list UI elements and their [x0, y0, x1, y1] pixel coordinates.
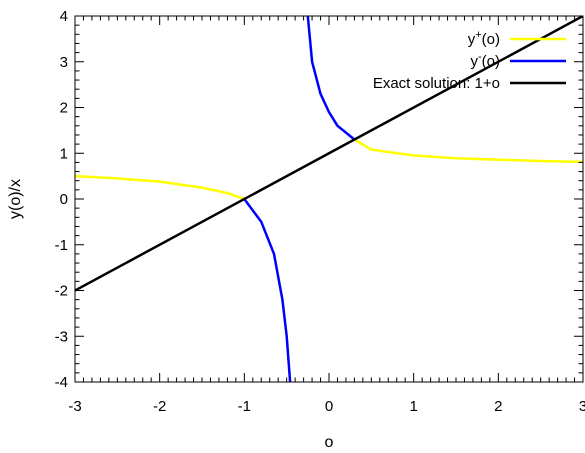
y-tick-label: -3	[55, 328, 68, 345]
y-tick-label: 0	[60, 191, 68, 208]
y-tick-label: -2	[55, 283, 68, 300]
y-tick-label: 2	[60, 100, 68, 117]
series-layer	[75, 16, 583, 382]
plot-frame	[74, 15, 584, 383]
series-line-1-segment-1	[306, 16, 356, 141]
series-line-0-segment-1	[353, 138, 583, 164]
legend-label-0: y+(o)	[468, 29, 500, 48]
y-tick-label: -1	[55, 237, 68, 254]
series-line-0-segment-0	[75, 174, 246, 201]
series-line-1-segment-0	[243, 197, 292, 382]
legend-label-2: Exact solution: 1+o	[373, 75, 500, 92]
y-tick-label: 3	[60, 54, 68, 71]
x-tick-label: -3	[68, 398, 81, 415]
series-line-2-segment-0	[75, 16, 583, 292]
y-tick-label: 1	[60, 145, 68, 162]
x-tick-label: 1	[409, 398, 417, 415]
x-tick-label: -1	[238, 398, 251, 415]
y-tick-label: -4	[55, 374, 68, 391]
x-tick-label: 2	[494, 398, 502, 415]
x-tick-label: 0	[325, 398, 333, 415]
y-tick-label: 4	[60, 8, 68, 25]
x-axis-title: o	[325, 434, 334, 451]
legend-label-1: y-(o)	[470, 51, 500, 70]
x-tick-label: -2	[153, 398, 166, 415]
legend: y+(o) y-(o) Exact solution: 1+o	[373, 29, 566, 92]
ticks-layer	[74, 15, 584, 383]
x-tick-label: 3	[579, 398, 585, 415]
y-axis-title: y(o)/x	[7, 179, 24, 219]
